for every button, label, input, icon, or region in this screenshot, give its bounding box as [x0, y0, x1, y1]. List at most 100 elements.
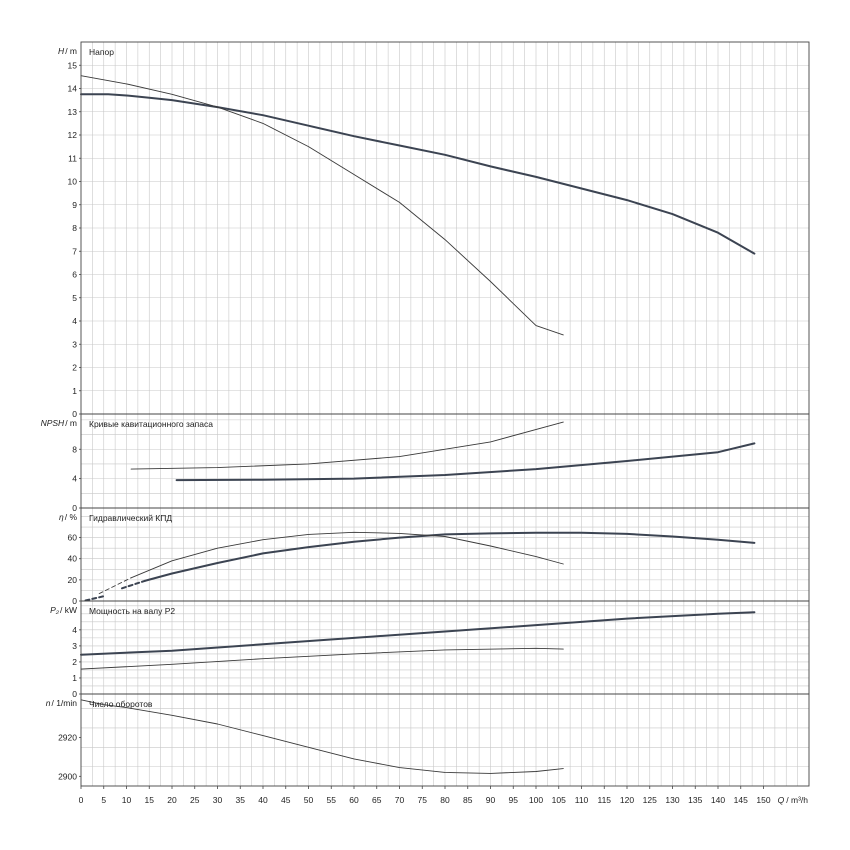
panel-title: Мощность на валу P2	[89, 606, 175, 616]
series-line-speed-0	[80, 699, 564, 774]
y-tick-label: 5	[72, 293, 77, 303]
x-tick-label: 45	[281, 795, 291, 805]
x-tick-label: 115	[597, 795, 611, 805]
y-tick-label: 0	[72, 596, 77, 606]
series-line-eff-3	[130, 531, 564, 579]
y-tick-label: 4	[72, 625, 77, 635]
x-tick-label: 120	[620, 795, 634, 805]
x-tick-label: 55	[327, 795, 337, 805]
x-tick-label: 15	[145, 795, 155, 805]
x-tick-label: 35	[236, 795, 246, 805]
panel-title: Кривые кавитационного запаса	[89, 419, 213, 429]
y-tick-label: 0	[72, 689, 77, 699]
y-tick-label: 13	[68, 107, 78, 117]
y-axis-label: n/ 1/min	[46, 698, 78, 708]
x-tick-label: 60	[349, 795, 359, 805]
y-axis-symbol: n	[46, 698, 51, 708]
y-tick-label: 2900	[58, 771, 77, 781]
x-tick-label: 80	[440, 795, 450, 805]
panel-title: Напор	[89, 47, 114, 57]
y-tick-label: 6	[72, 270, 77, 280]
x-tick-label: 40	[258, 795, 268, 805]
y-axis-label: NPSH/ m	[41, 418, 77, 428]
x-tick-label: 90	[486, 795, 496, 805]
x-tick-label: 105	[552, 795, 566, 805]
y-axis-label: P₂/ kW	[50, 605, 77, 615]
x-tick-label: 150	[756, 795, 770, 805]
x-axis-unit: / m³/h	[786, 795, 808, 805]
x-tick-label: 85	[463, 795, 473, 805]
series-line-eff-2	[121, 579, 146, 590]
y-tick-label: 15	[68, 60, 78, 70]
y-tick-label: 2	[72, 657, 77, 667]
y-axis-unit: / %	[65, 512, 78, 522]
x-tick-label: 140	[711, 795, 725, 805]
x-tick-label: 135	[688, 795, 702, 805]
y-tick-label: 4	[72, 316, 77, 326]
y-tick-label: 3	[72, 641, 77, 651]
x-tick-label: 125	[643, 795, 657, 805]
y-axis-unit: / m	[65, 46, 77, 56]
panel-title: Число оборотов	[89, 699, 153, 709]
series-line-npsh-0	[175, 442, 756, 482]
y-tick-label: 10	[68, 177, 78, 187]
y-axis-symbol: P₂	[50, 605, 60, 615]
y-tick-label: 3	[72, 339, 77, 349]
x-tick-label: 100	[529, 795, 543, 805]
y-tick-label: 8	[72, 223, 77, 233]
x-axis-label: Q / m³/h	[778, 795, 809, 805]
series-line-head-0	[80, 93, 756, 255]
x-tick-label: 145	[734, 795, 748, 805]
y-tick-label: 1	[72, 386, 77, 396]
y-tick-label: 2920	[58, 733, 77, 743]
x-tick-label: 75	[418, 795, 428, 805]
y-tick-label: 60	[68, 533, 78, 543]
x-tick-label: 110	[575, 795, 589, 805]
x-tick-label: 65	[372, 795, 382, 805]
x-tick-label: 10	[122, 795, 132, 805]
curves	[80, 75, 756, 774]
y-axis-unit: / m	[65, 418, 77, 428]
y-tick-label: 11	[68, 153, 77, 163]
y-tick-label: 0	[72, 503, 77, 513]
y-axis-unit: / kW	[60, 605, 77, 615]
y-tick-label: 1	[72, 673, 77, 683]
x-axis-symbol: Q	[778, 795, 785, 805]
series-line-power-1	[80, 647, 564, 670]
panel-title: Гидравлический КПД	[89, 513, 172, 523]
x-tick-label: 5	[101, 795, 106, 805]
y-tick-label: 20	[68, 575, 78, 585]
x-tick-label: 50	[304, 795, 314, 805]
series-line-power-0	[80, 611, 756, 656]
x-tick-label: 30	[213, 795, 223, 805]
panel-frames	[79, 41, 810, 789]
y-axis-symbol: NPSH	[41, 418, 65, 428]
x-tick-label: 0	[79, 795, 84, 805]
series-line-npsh-1	[130, 421, 564, 470]
y-tick-label: 2	[72, 363, 77, 373]
y-axis-symbol: η	[59, 512, 64, 522]
x-tick-label: 70	[395, 795, 405, 805]
y-axis-unit: / 1/min	[51, 698, 77, 708]
y-axis-label: H/ m	[58, 46, 77, 56]
series-line-eff-4	[98, 577, 132, 595]
y-tick-label: 7	[72, 246, 77, 256]
y-tick-label: 14	[68, 84, 78, 94]
y-tick-label: 0	[72, 409, 77, 419]
x-tick-label: 20	[167, 795, 177, 805]
y-axis-label: η/ %	[59, 512, 77, 522]
y-tick-label: 4	[72, 474, 77, 484]
x-tick-label: 25	[190, 795, 200, 805]
series-line-eff-0	[143, 531, 756, 582]
x-tick-label: 130	[665, 795, 679, 805]
y-tick-label: 40	[68, 554, 78, 564]
y-tick-label: 9	[72, 200, 77, 210]
y-axis-symbol: H	[58, 46, 65, 56]
series-line-eff-1	[84, 595, 105, 602]
x-tick-label: 95	[509, 795, 519, 805]
y-tick-label: 12	[68, 130, 78, 140]
series-line-head-1	[80, 75, 564, 336]
y-tick-label: 8	[72, 444, 77, 454]
